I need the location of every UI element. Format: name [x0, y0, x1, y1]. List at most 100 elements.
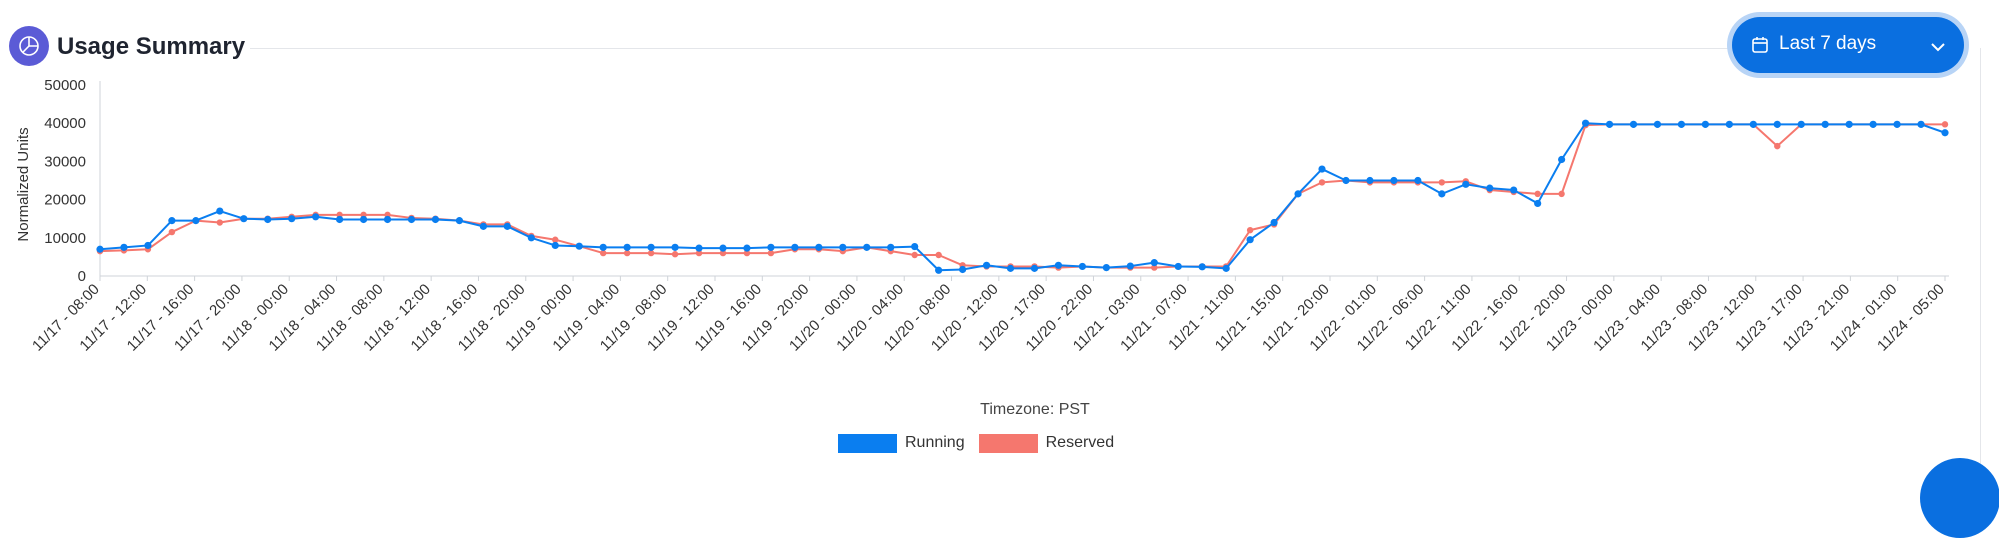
y-tick-label: 30000	[44, 153, 86, 170]
legend-label-running: Running	[905, 434, 965, 451]
data-point-running	[1917, 120, 1925, 128]
data-point-reserved	[1774, 142, 1781, 150]
data-point-running	[455, 217, 464, 225]
series-line-running	[99, 122, 1946, 272]
data-point-running	[1102, 263, 1110, 272]
series-line-reserved	[99, 123, 1945, 269]
data-point-reserved	[1151, 264, 1158, 271]
data-point-running	[1773, 120, 1781, 128]
data-point-reserved	[743, 249, 751, 257]
data-point-running	[336, 215, 344, 224]
data-point-running	[815, 243, 823, 251]
data-point-running	[911, 242, 919, 251]
legend-swatch-running	[838, 433, 897, 453]
data-point-running	[743, 244, 751, 252]
data-point-reserved	[216, 219, 224, 226]
help-fab-button[interactable]	[1920, 458, 1999, 538]
data-point-reserved	[935, 251, 942, 259]
data-point-running	[240, 215, 248, 223]
data-point-running	[1510, 186, 1518, 194]
data-point-reserved	[1941, 121, 1949, 128]
y-tick-label: 50000	[44, 77, 86, 94]
data-point-running	[695, 244, 703, 252]
data-point-running	[1030, 264, 1039, 272]
data-point-running	[168, 217, 176, 225]
data-point-reserved	[719, 249, 727, 257]
data-point-running	[767, 243, 775, 251]
data-point-reserved	[1558, 190, 1565, 198]
data-point-running	[1845, 120, 1853, 128]
chart-legend: Running Reserved	[838, 432, 1114, 454]
data-point-running	[1150, 259, 1158, 267]
title-divider	[250, 48, 1730, 49]
data-point-reserved	[671, 251, 679, 258]
data-point-running	[1749, 120, 1757, 128]
data-point-reserved	[623, 249, 631, 257]
calendar-icon	[1752, 36, 1768, 58]
data-point-running	[1629, 120, 1638, 128]
data-point-reserved	[911, 251, 918, 259]
data-point-running	[96, 245, 104, 253]
legend-item-reserved[interactable]: Reserved	[978, 433, 1115, 453]
data-point-running	[1054, 261, 1063, 269]
data-point-reserved	[552, 236, 559, 243]
data-point-running	[1390, 176, 1398, 185]
data-point-running	[192, 217, 200, 225]
data-point-running	[1821, 120, 1829, 128]
data-point-running	[1462, 180, 1470, 188]
data-point-running	[1534, 199, 1542, 208]
data-point-running	[575, 242, 583, 250]
data-point-running	[1270, 218, 1278, 227]
data-point-running	[887, 243, 895, 251]
date-range-label: Last 7 days	[1779, 33, 1877, 54]
data-point-running	[671, 243, 679, 251]
chevron-down-icon	[1930, 39, 1946, 57]
data-point-running	[479, 222, 487, 230]
data-point-running	[1558, 155, 1566, 164]
data-point-running	[1797, 120, 1805, 128]
data-point-running	[264, 215, 272, 224]
data-point-running	[791, 243, 799, 251]
date-range-select[interactable]: Last 7 days	[1732, 17, 1964, 73]
data-point-running	[431, 215, 440, 224]
usage-line-chart: 0 10000 20000 30000 40000 50000 Normalized Uni…	[15, 77, 1949, 355]
data-point-reserved	[168, 228, 176, 236]
data-point-running	[551, 241, 559, 250]
data-point-running	[144, 241, 152, 250]
data-point-reserved	[695, 249, 703, 257]
data-point-running	[1869, 120, 1877, 128]
data-point-running	[216, 207, 224, 215]
data-point-running	[1941, 129, 1949, 137]
data-point-running	[288, 215, 296, 223]
data-point-reserved	[1246, 226, 1254, 234]
data-point-running	[1294, 190, 1302, 198]
data-point-running	[1174, 262, 1182, 271]
data-point-running	[503, 222, 511, 230]
data-point-running	[1006, 264, 1015, 272]
y-tick-label: 20000	[44, 192, 86, 209]
y-tick-label: 10000	[44, 230, 86, 247]
data-point-running	[1893, 120, 1901, 128]
data-point-running	[982, 261, 991, 269]
data-point-running	[383, 215, 392, 224]
legend-label-reserved: Reserved	[1045, 434, 1115, 451]
data-point-running	[1653, 120, 1662, 128]
data-point-running	[958, 265, 967, 274]
data-point-running	[120, 243, 128, 251]
data-point-running	[1701, 120, 1709, 128]
data-point-running	[1078, 262, 1087, 271]
data-point-reserved	[767, 249, 775, 257]
data-point-reserved	[599, 249, 607, 257]
data-point-running	[1198, 263, 1206, 271]
data-point-running	[599, 243, 607, 251]
data-point-reserved	[1534, 190, 1541, 198]
y-tick-label: 0	[78, 268, 86, 285]
data-point-running	[1581, 119, 1590, 127]
legend-item-running[interactable]: Running	[838, 433, 965, 453]
data-point-reserved	[1318, 179, 1326, 186]
usage-logo-icon	[9, 26, 49, 66]
data-point-running	[1677, 120, 1686, 128]
data-point-running	[1126, 262, 1134, 270]
data-point-running	[1246, 236, 1254, 244]
data-point-running	[1438, 190, 1446, 198]
